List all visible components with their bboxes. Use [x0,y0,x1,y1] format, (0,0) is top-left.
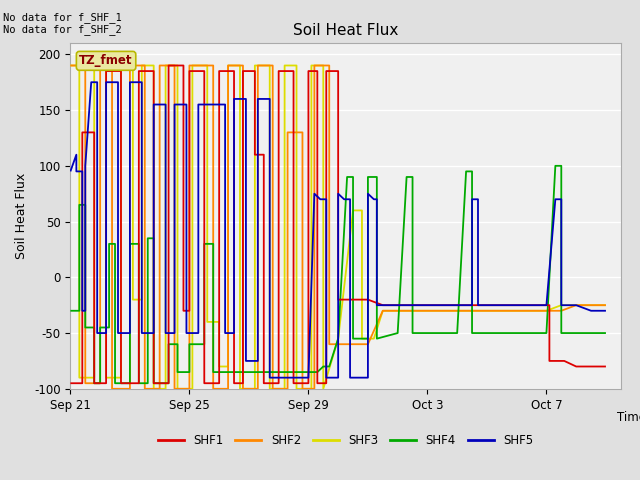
Text: No data for f_SHF_1
No data for f_SHF_2: No data for f_SHF_1 No data for f_SHF_2 [3,12,122,36]
Text: TZ_fmet: TZ_fmet [79,54,133,67]
Title: Soil Heat Flux: Soil Heat Flux [293,23,398,38]
Legend: SHF1, SHF2, SHF3, SHF4, SHF5: SHF1, SHF2, SHF3, SHF4, SHF5 [153,430,538,452]
X-axis label: Time: Time [618,411,640,424]
Y-axis label: Soil Heat Flux: Soil Heat Flux [15,173,29,259]
